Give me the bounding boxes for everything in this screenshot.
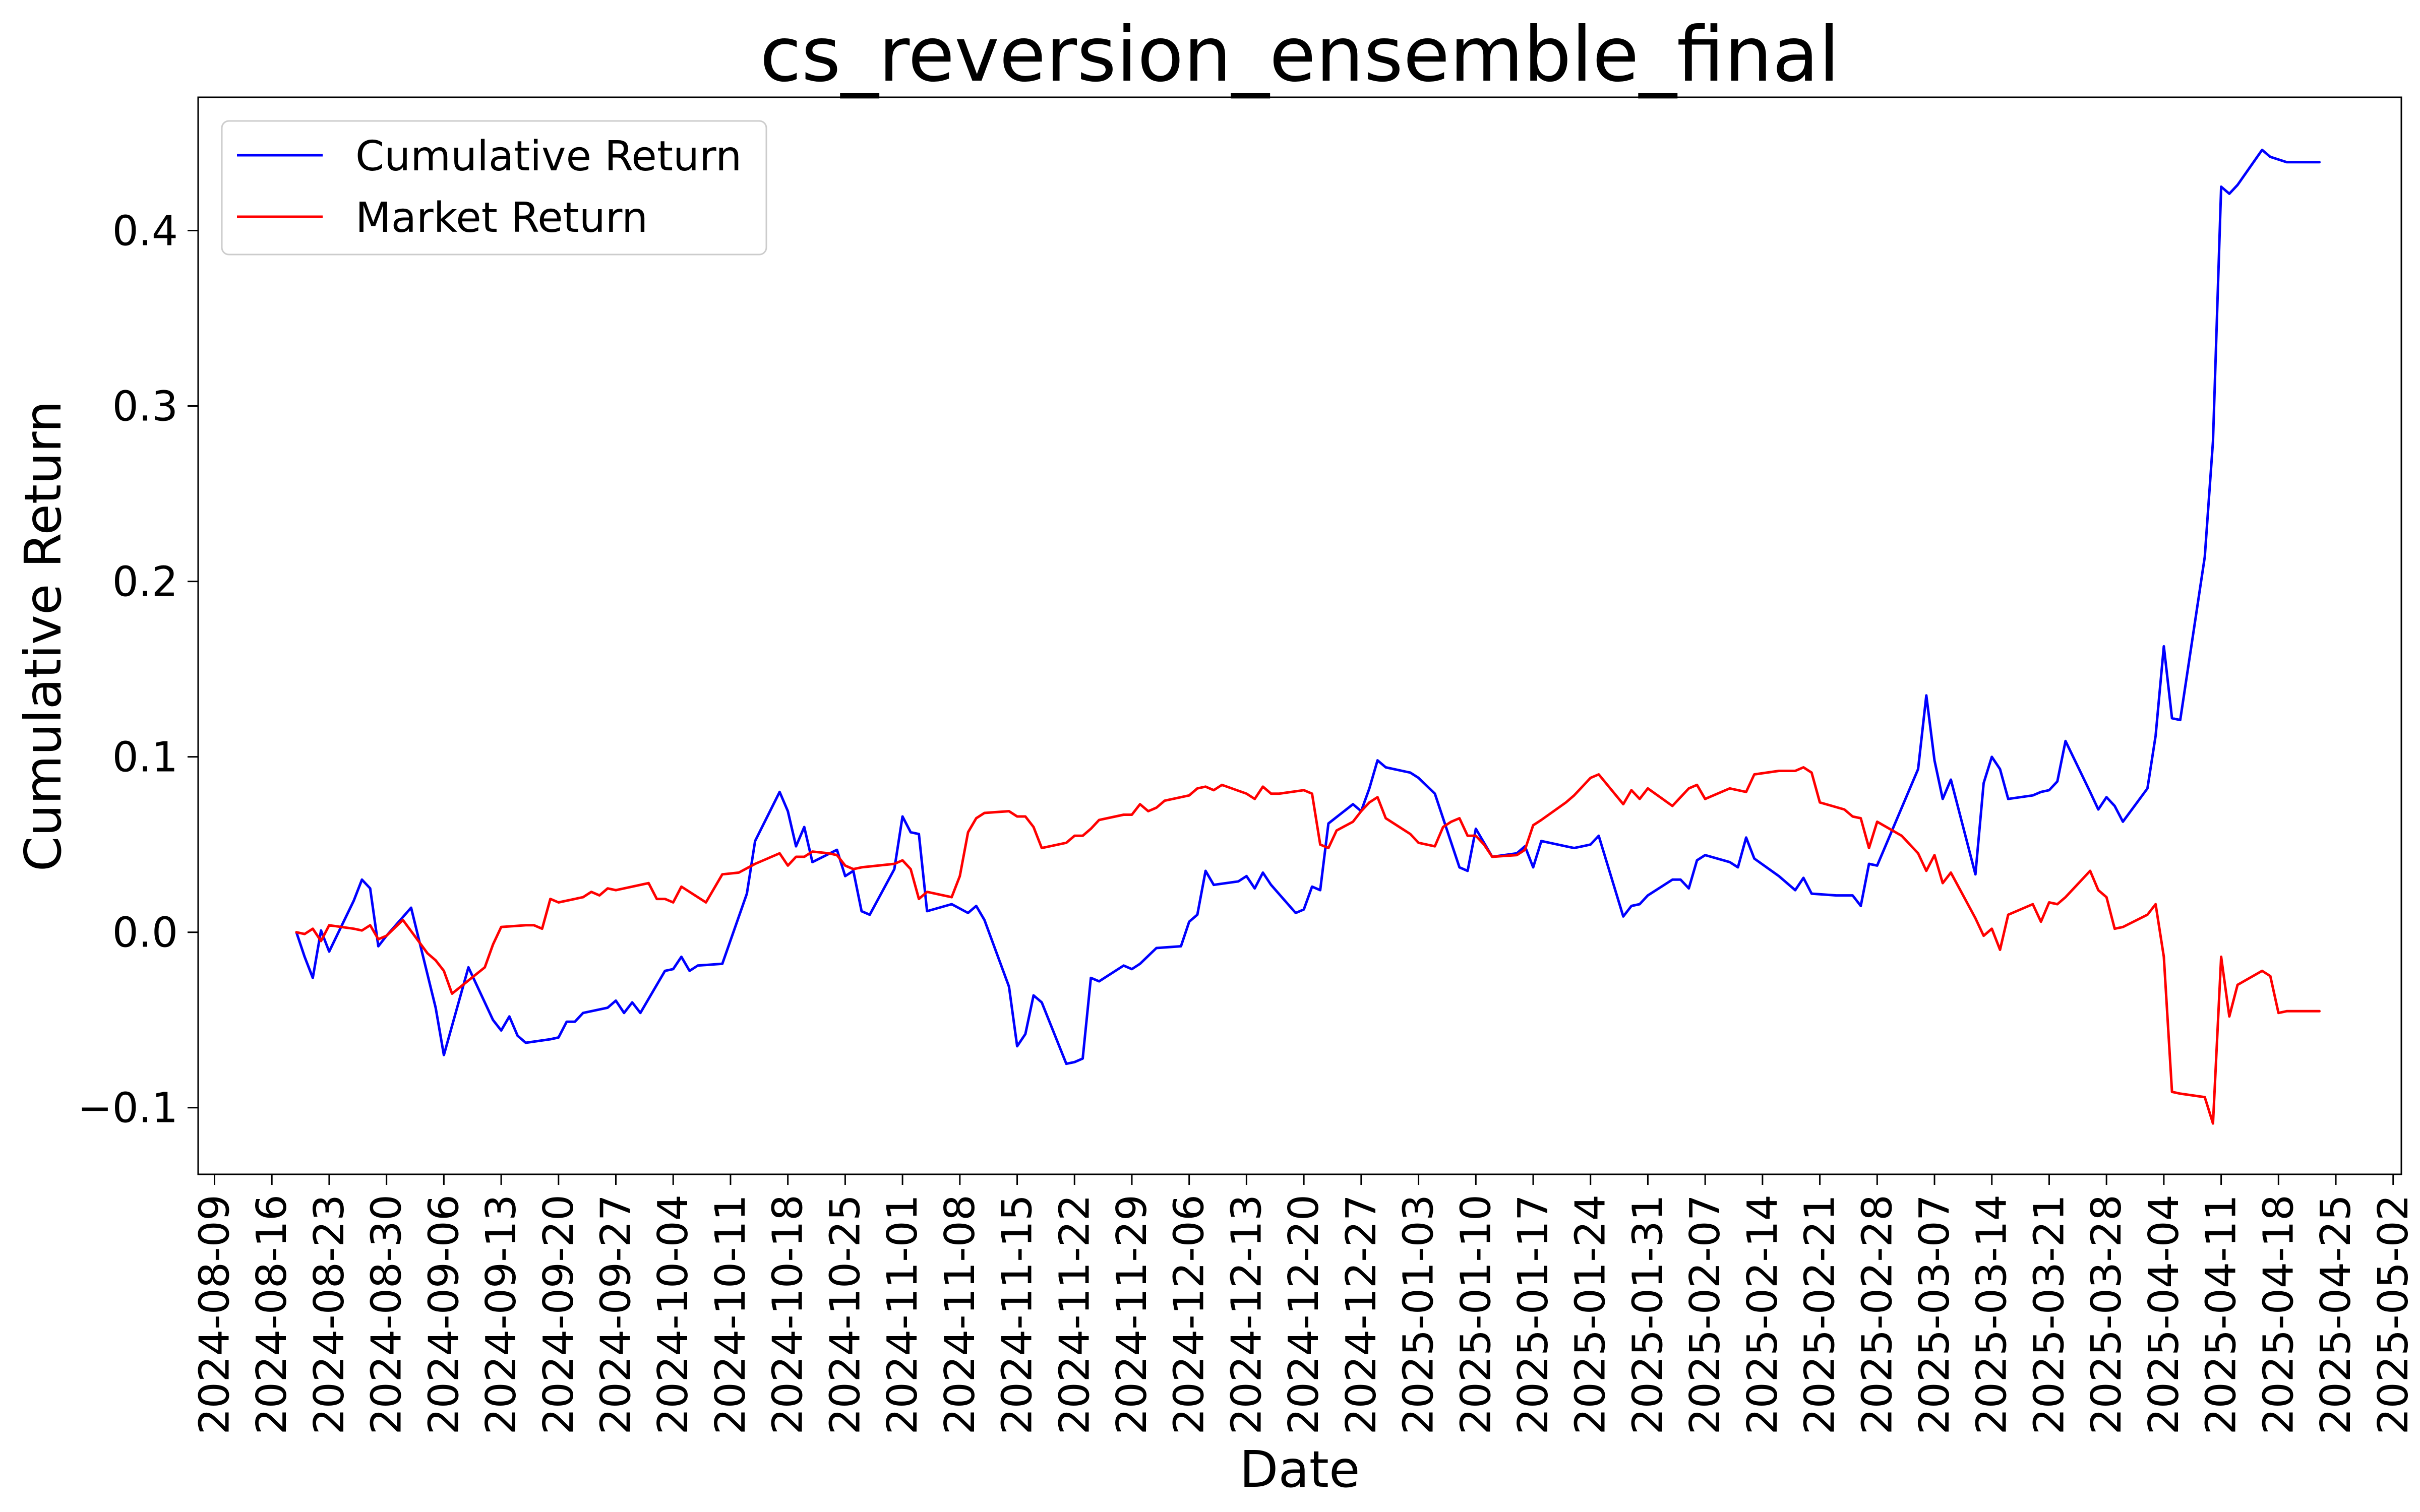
x-tick-label: 2025-04-11 <box>2198 1194 2246 1435</box>
y-tick-label: 0.4 <box>112 208 178 256</box>
series-layer <box>295 148 2321 1125</box>
x-tick-label: 2024-08-30 <box>363 1194 411 1435</box>
x-tick-label: 2024-11-08 <box>936 1194 984 1435</box>
x-tick-label: 2024-08-16 <box>248 1194 296 1435</box>
x-tick-label: 2024-11-22 <box>1051 1194 1099 1435</box>
x-tick-label: 2025-03-07 <box>1911 1194 1959 1435</box>
x-tick-label: 2024-12-27 <box>1338 1194 1385 1435</box>
y-tick-label: 0.1 <box>112 734 178 782</box>
x-tick-label: 2024-08-23 <box>306 1194 353 1435</box>
x-tick-label: 2025-05-02 <box>2370 1194 2417 1435</box>
x-tick-label: 2024-12-20 <box>1280 1194 1328 1435</box>
x-tick-label: 2024-11-15 <box>994 1194 1042 1435</box>
y-axis: −0.1 0.0 0.1 0.2 0.3 0.4 <box>78 208 198 1132</box>
x-tick-label: 2024-09-27 <box>592 1194 640 1435</box>
x-tick-label: 2025-04-25 <box>2312 1194 2360 1435</box>
x-tick-label: 2025-04-04 <box>2140 1194 2188 1435</box>
x-tick-label: 2025-02-21 <box>1796 1194 1844 1435</box>
y-tick-label: −0.1 <box>78 1085 178 1132</box>
x-tick-label: 2024-08-09 <box>191 1194 238 1435</box>
plot-frame <box>197 96 2402 1175</box>
x-tick-label: 2025-01-31 <box>1624 1194 1672 1435</box>
x-tick-label: 2025-01-03 <box>1395 1194 1443 1435</box>
x-tick-label: 2025-01-24 <box>1567 1194 1615 1435</box>
chart-title: cs_reversion_ensemble_final <box>760 11 1840 99</box>
y-tick-label: 0.0 <box>112 909 178 957</box>
x-tick-label: 2025-03-28 <box>2083 1194 2131 1435</box>
x-tick-label: 2024-09-20 <box>535 1194 583 1435</box>
x-tick-label: 2025-04-18 <box>2255 1194 2303 1435</box>
series-line-cumulative-return <box>295 148 2321 1065</box>
legend: Cumulative Return Market Return <box>221 120 767 256</box>
x-axis: 2024-08-09 2024-08-16 2024-08-23 2024-08-30… <box>191 1174 2417 1435</box>
x-tick-label: 2024-10-25 <box>821 1194 869 1435</box>
y-tick-label: 0.3 <box>112 383 178 431</box>
y-axis-title: Cumulative Return <box>14 401 73 871</box>
series-line-market-return <box>295 766 2321 1125</box>
x-tick-label: 2025-02-07 <box>1681 1194 1729 1435</box>
x-tick-label: 2024-09-13 <box>477 1194 525 1435</box>
x-tick-label: 2025-03-21 <box>2025 1194 2073 1435</box>
x-tick-label: 2024-12-13 <box>1223 1194 1270 1435</box>
x-tick-label: 2024-11-29 <box>1108 1194 1156 1435</box>
x-tick-label: 2024-12-06 <box>1166 1194 1214 1435</box>
x-tick-label: 2025-02-28 <box>1853 1194 1901 1435</box>
y-tick-label: 0.2 <box>112 558 178 606</box>
x-tick-label: 2024-10-11 <box>707 1194 755 1435</box>
legend-label-cumulative-return: Cumulative Return <box>355 133 742 180</box>
x-tick-label: 2024-11-01 <box>879 1194 927 1435</box>
legend-label-market-return: Market Return <box>355 194 648 242</box>
x-tick-label: 2024-10-04 <box>649 1194 697 1435</box>
x-axis-title: Date <box>1239 1440 1360 1499</box>
x-tick-label: 2025-02-14 <box>1739 1194 1787 1435</box>
x-tick-label: 2025-01-17 <box>1509 1194 1557 1435</box>
legend-box <box>221 120 767 256</box>
x-tick-label: 2024-09-06 <box>420 1194 468 1435</box>
x-tick-label: 2025-03-14 <box>1968 1194 2016 1435</box>
x-tick-label: 2024-10-18 <box>764 1194 812 1435</box>
x-tick-label: 2025-01-10 <box>1452 1194 1500 1435</box>
